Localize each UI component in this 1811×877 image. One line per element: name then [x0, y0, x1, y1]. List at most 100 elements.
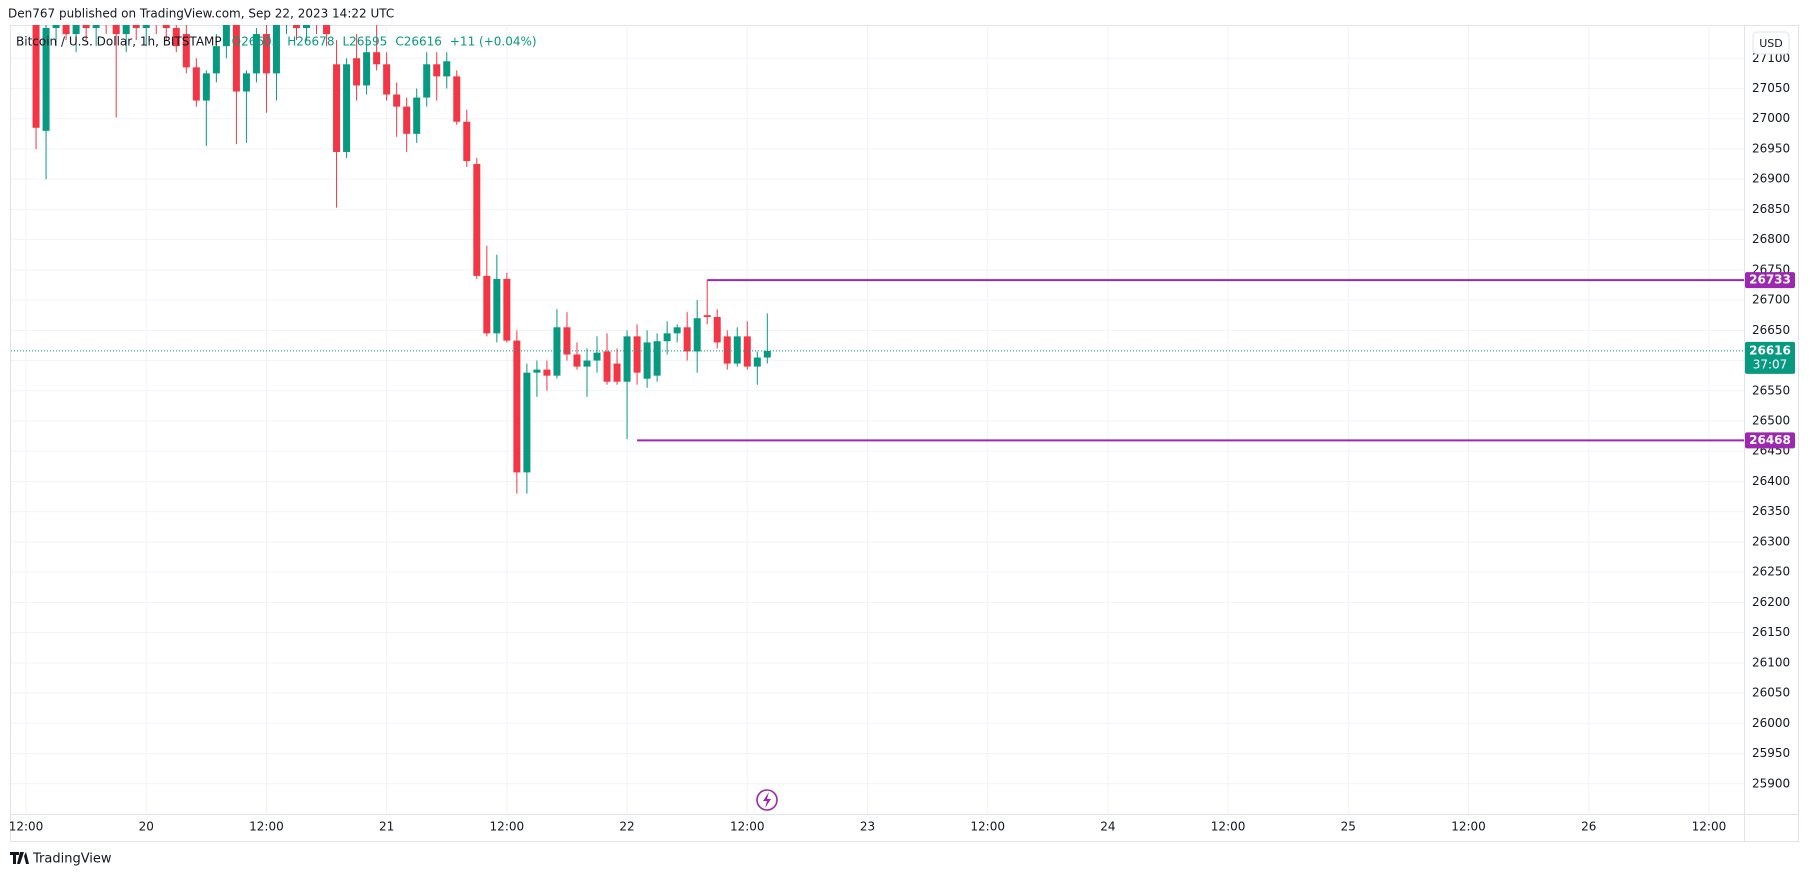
candle-body [403, 106, 411, 134]
candle-body [433, 64, 441, 77]
candle-body [703, 315, 711, 318]
y-tick-label: 26850 [1752, 202, 1790, 216]
candle-body [202, 73, 210, 101]
candle-body [112, 25, 120, 35]
publisher-note: Den767 published on TradingView.com, Sep… [8, 7, 394, 21]
candle-body [483, 275, 491, 334]
candle-body [122, 25, 130, 35]
candle-body [192, 67, 200, 101]
candle-body [693, 318, 701, 352]
x-tick-label: 12:00 [730, 820, 765, 834]
legend-symbol: Bitcoin / U.S. Dollar, 1h, BITSTAMP [16, 35, 222, 49]
axes: 25900 25950 26000 26050 26100 26150 26200 26250… [9, 51, 1795, 834]
y-tick-label: 26650 [1752, 323, 1790, 337]
brand-logo [10, 852, 29, 864]
candle-body [343, 64, 351, 152]
x-tick-label: 12:00 [9, 820, 44, 834]
level-label: 26733 [1749, 273, 1791, 287]
candle-body [753, 357, 761, 367]
legend: Bitcoin / U.S. Dollar, 1h, BITSTAMP O266… [16, 35, 537, 49]
x-tick-label: 12:00 [249, 820, 284, 834]
lightning-icon[interactable] [756, 789, 778, 811]
candle-body [673, 327, 681, 334]
y-tick-label: 26950 [1752, 141, 1790, 155]
legend-change: +11 (+0.04%) [450, 35, 537, 49]
x-tick-label: 12:00 [1692, 820, 1727, 834]
x-tick-label: 21 [379, 820, 394, 834]
candle-body [242, 73, 250, 92]
legend-low: L26595 [342, 35, 387, 49]
y-tick-label: 26000 [1752, 716, 1790, 730]
candle-body [262, 34, 270, 74]
candle-body [383, 64, 391, 95]
x-tick-label: 22 [619, 820, 634, 834]
candle-body [723, 336, 731, 364]
candle-body [683, 327, 691, 352]
y-tick-label: 27050 [1752, 81, 1790, 95]
y-tick-label: 26150 [1752, 625, 1790, 639]
candle-body [182, 34, 190, 68]
x-tick-label: 23 [860, 820, 875, 834]
legend-open: O26605 [232, 35, 280, 49]
frame [10, 25, 1799, 842]
candle-body [132, 25, 140, 29]
candle-body [292, 25, 300, 29]
candle-body [663, 333, 671, 342]
candle-body [32, 25, 40, 128]
candle-body [503, 278, 511, 341]
candle-body [743, 336, 751, 367]
candle-body [593, 352, 601, 361]
candle-body [643, 342, 651, 379]
candle-body [733, 336, 741, 364]
brand: TradingView [10, 852, 112, 867]
lightning-bolt[interactable] [763, 792, 771, 808]
candle-body [252, 34, 260, 74]
candle-body [603, 351, 611, 382]
x-tick-label: 12:00 [1211, 820, 1246, 834]
candle-body [272, 25, 280, 74]
last-price-label: 26616 [1749, 343, 1791, 357]
candle-body [633, 336, 641, 373]
candle-body [653, 341, 661, 376]
y-tick-label: 26900 [1752, 172, 1790, 186]
currency-label[interactable]: USD [1759, 37, 1783, 50]
candle-body [303, 25, 311, 29]
candle-body [583, 360, 591, 367]
candle-body [523, 372, 531, 473]
level-label-box [1745, 272, 1795, 289]
candle-body [513, 340, 521, 473]
candle-body [363, 52, 371, 86]
y-tick-label: 26800 [1752, 232, 1790, 246]
currency-button[interactable] [1752, 31, 1790, 55]
candle-body [172, 28, 180, 47]
candle-body [443, 61, 451, 77]
candle-body [42, 28, 50, 131]
y-tick-label: 25900 [1752, 776, 1790, 790]
x-tick-label: 24 [1100, 820, 1115, 834]
candle-body [222, 25, 230, 47]
candle-body [763, 350, 771, 358]
y-tick-label: 26350 [1752, 504, 1790, 518]
candle-body [553, 327, 561, 376]
candle-body [623, 336, 631, 382]
x-tick-label: 12:00 [1451, 820, 1486, 834]
candle-body [393, 94, 401, 107]
candle-body [423, 64, 431, 98]
legend-high: H26678 [287, 35, 334, 49]
candle-body [353, 58, 361, 86]
candle-body [473, 164, 481, 276]
x-tick-label: 12:00 [490, 820, 525, 834]
last-price-box [1745, 341, 1795, 374]
brand-name: TradingView [32, 852, 112, 867]
candle-body [52, 25, 60, 29]
legend-close: C26616 [395, 35, 442, 49]
countdown-label: 37:07 [1753, 357, 1788, 371]
plot-area [11, 25, 1744, 494]
candle-body [713, 317, 721, 343]
candle-body [533, 369, 541, 373]
y-tick-label: 27000 [1752, 111, 1790, 125]
y-tick-label: 26300 [1752, 534, 1790, 548]
x-tick-label: 20 [139, 820, 154, 834]
candle-body [613, 363, 621, 382]
